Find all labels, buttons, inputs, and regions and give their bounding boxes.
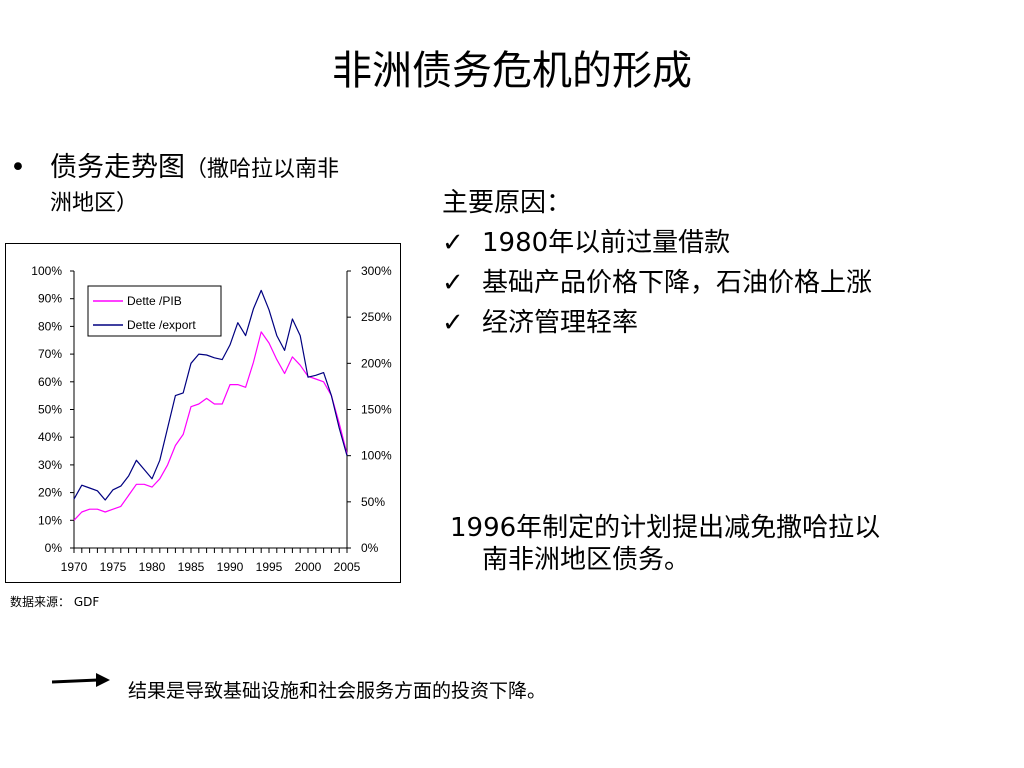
x-tick-label: 2005: [334, 560, 361, 574]
bullet-dot: •: [10, 152, 26, 183]
data-source: 数据来源： GDF: [10, 595, 100, 609]
x-tick-label: 1990: [217, 560, 244, 574]
plan-line-1: 1996年制定的计划提出减免撒哈拉以: [450, 513, 881, 543]
left-tick-label: 50%: [38, 403, 62, 417]
left-tick-label: 10%: [38, 513, 62, 527]
x-tick-label: 1985: [178, 560, 205, 574]
x-tick-label: 1980: [139, 560, 166, 574]
left-tick-label: 60%: [38, 375, 62, 389]
right-tick-label: 0%: [361, 541, 379, 555]
series-line: [73, 289, 348, 501]
legend-label: Dette /PIB: [127, 294, 182, 308]
checkmark-icon: ✓: [442, 268, 464, 298]
checkmark-icon: ✓: [442, 228, 464, 258]
slide-title: 非洲债务危机的形成: [332, 48, 692, 94]
debt-chart: 0% 10% 20% 30% 40% 50% 60% 70% 80% 90% 100% 0% 50% 10…: [5, 243, 401, 583]
left-tick-label: 40%: [38, 430, 62, 444]
right-arrow-icon: [52, 673, 110, 687]
left-tick-label: 30%: [38, 458, 62, 472]
left-tick-label: 90%: [38, 292, 62, 306]
main-reasons: 主要原因： ✓ 1980年以前过量借款 ✓ 基础产品价格下降，石油价格上涨 ✓ 经济管…: [442, 183, 872, 343]
reason-text: 1980年以前过量借款: [482, 228, 731, 258]
reason-item: ✓ 经济管理轻率: [442, 303, 872, 343]
x-tick-label: 1995: [256, 560, 283, 574]
left-tick-label: 70%: [38, 347, 62, 361]
right-tick-label: 250%: [361, 310, 392, 324]
x-tick-label: 1975: [100, 560, 127, 574]
plan-line-2: 南非洲地区债务。: [482, 545, 691, 575]
chart-bullet-main: 债务走势图: [50, 152, 185, 183]
left-tick-label: 80%: [38, 319, 62, 333]
right-tick-label: 50%: [361, 495, 385, 509]
reason-item: ✓ 基础产品价格下降，石油价格上涨: [442, 263, 872, 303]
reasons-heading: 主要原因：: [442, 188, 573, 218]
x-tick-label: 1970: [61, 560, 88, 574]
debt-chart-svg: 0% 10% 20% 30% 40% 50% 60% 70% 80% 90% 100% 0% 50% 10…: [31, 264, 392, 574]
legend-label: Dette /export: [127, 318, 196, 332]
right-tick-label: 300%: [361, 264, 392, 278]
reason-text: 基础产品价格下降，石油价格上涨: [482, 268, 873, 298]
left-tick-label: 100%: [31, 264, 62, 278]
chart-bullet-sub-line1: （撒哈拉以南非: [185, 157, 340, 182]
right-tick-label: 200%: [361, 356, 392, 370]
checkmark-icon: ✓: [442, 308, 464, 338]
chart-bullet-text: 债务走势图（撒哈拉以南非 洲地区）: [50, 152, 430, 220]
left-tick-label: 0%: [45, 541, 63, 555]
debt-relief-plan: 1996年制定的计划提出减免撒哈拉以 南非洲地区债务。: [450, 512, 1010, 576]
right-tick-label: 100%: [361, 449, 392, 463]
legend-box: [87, 285, 222, 337]
series-line: [73, 331, 348, 521]
left-tick-label: 20%: [38, 486, 62, 500]
reason-text: 经济管理轻率: [482, 308, 639, 338]
chart-bullet-sub-line2: 洲地区）: [50, 191, 139, 216]
right-tick-label: 150%: [361, 403, 392, 417]
reason-item: ✓ 1980年以前过量借款: [442, 223, 872, 263]
x-tick-label: 2000: [295, 560, 322, 574]
result-statement: 结果是导致基础设施和社会服务方面的投资下降。: [128, 680, 547, 702]
